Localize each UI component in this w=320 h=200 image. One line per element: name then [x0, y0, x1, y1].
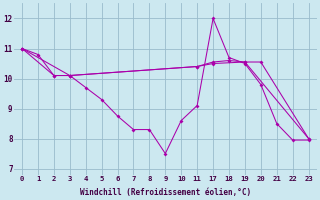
X-axis label: Windchill (Refroidissement éolien,°C): Windchill (Refroidissement éolien,°C) — [80, 188, 251, 197]
